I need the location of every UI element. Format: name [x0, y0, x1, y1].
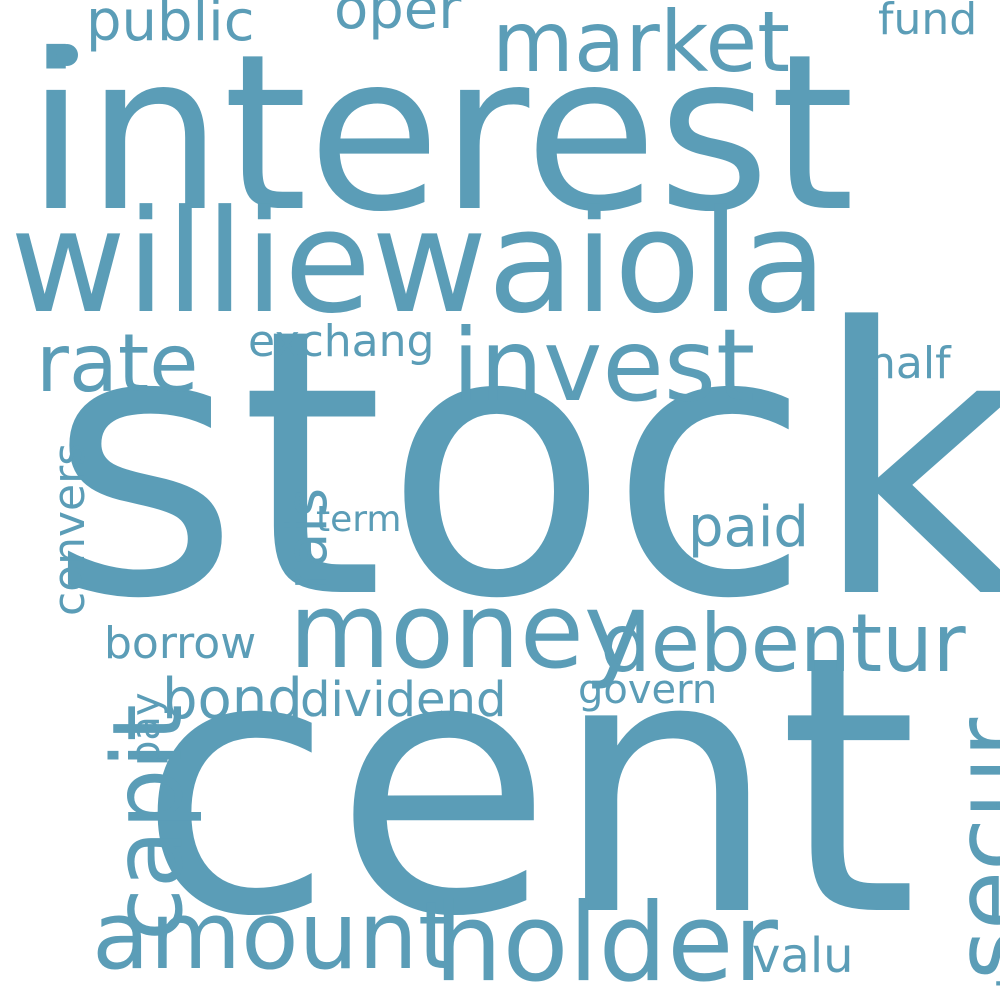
word-convers: convers	[0, 404, 95, 616]
word-money: money	[289, 570, 646, 692]
word-transact: transact	[938, 712, 1000, 990]
word-half: half	[868, 338, 951, 389]
word-amount: amount	[92, 882, 455, 991]
word-cent: cent	[138, 580, 918, 994]
dot-mark	[56, 44, 78, 66]
word-rate: rate	[36, 317, 199, 410]
word-market: market	[492, 0, 791, 91]
word-pay: pay	[84, 680, 169, 766]
word-paid: paid	[688, 495, 809, 560]
word-rais: rais	[218, 456, 340, 590]
word-exchang: exchang	[248, 316, 435, 367]
word-valu: valu	[752, 928, 854, 984]
word-borrow: borrow	[104, 618, 257, 669]
word-secur: secur	[842, 680, 1000, 980]
word-public: public	[86, 0, 255, 54]
word-dividend: dividend	[300, 672, 507, 728]
word-term: term	[316, 499, 402, 540]
word-invest: invest	[452, 307, 756, 424]
word-fund: fund	[878, 0, 978, 45]
word-govern: govern	[578, 667, 718, 713]
word-debentur: debentur	[600, 597, 966, 690]
word-oper: oper	[334, 0, 462, 42]
word-convers-text: convers	[44, 442, 95, 616]
word-pay-text: pay	[123, 692, 169, 766]
word-transact-text: transact	[986, 791, 1000, 990]
word-holder: holder	[434, 881, 778, 1000]
word-williewaiola: williewaiola	[10, 180, 828, 345]
word-bond: bond	[162, 667, 303, 732]
word-interest: interest	[26, 8, 855, 259]
word-stock: stock	[48, 250, 1000, 679]
